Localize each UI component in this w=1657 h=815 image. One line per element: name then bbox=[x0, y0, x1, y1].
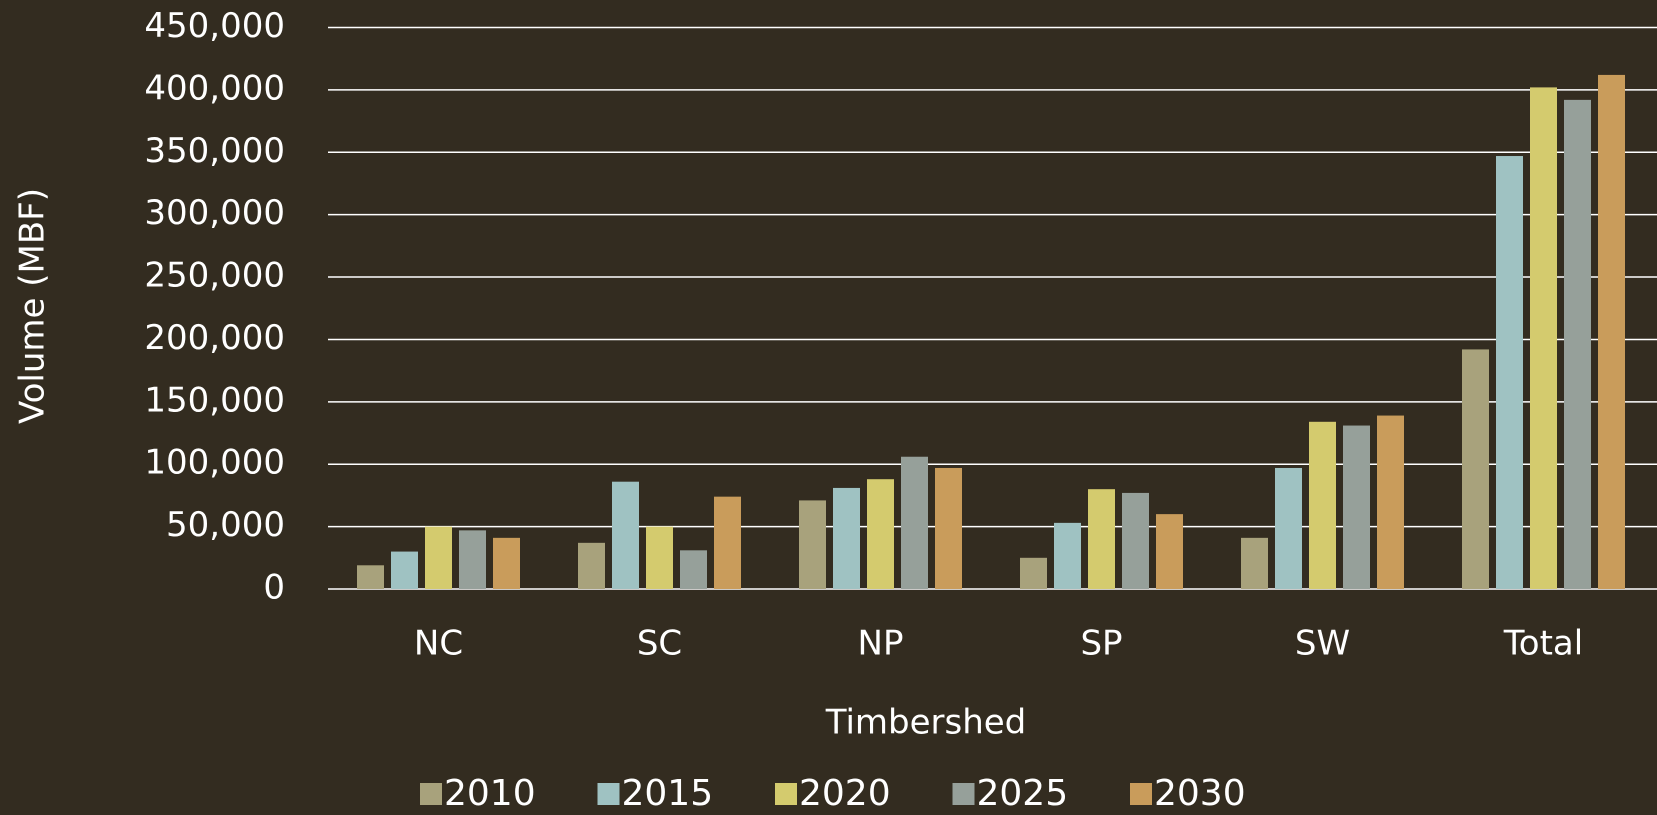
y-tick-label: 150,000 bbox=[144, 380, 285, 420]
bar bbox=[901, 456, 928, 589]
y-tick-label: 50,000 bbox=[166, 505, 285, 545]
bar bbox=[1122, 492, 1149, 589]
bar bbox=[612, 481, 639, 589]
x-tick-label: SW bbox=[1295, 624, 1350, 664]
legend-swatch bbox=[597, 783, 620, 805]
x-axis-title: Timbershed bbox=[825, 703, 1027, 743]
bar bbox=[833, 487, 860, 589]
bar bbox=[1156, 514, 1183, 589]
bar bbox=[357, 565, 384, 589]
bar bbox=[646, 526, 673, 589]
legend-swatch bbox=[775, 783, 797, 805]
y-tick-label: 200,000 bbox=[144, 318, 285, 358]
bar bbox=[459, 530, 486, 589]
bar bbox=[1088, 489, 1115, 589]
bar bbox=[1309, 421, 1336, 589]
y-tick-label: 450,000 bbox=[144, 6, 285, 46]
y-tick-label: 250,000 bbox=[144, 256, 285, 296]
bar bbox=[714, 496, 741, 589]
legend-swatch bbox=[1130, 783, 1152, 805]
bar bbox=[680, 550, 707, 589]
bar bbox=[425, 526, 452, 589]
bar bbox=[1343, 425, 1370, 589]
x-tick-label: NC bbox=[414, 624, 463, 664]
legend-label: 2025 bbox=[977, 773, 1069, 814]
bar bbox=[1054, 522, 1081, 589]
bar bbox=[1377, 415, 1404, 589]
bar bbox=[1598, 74, 1625, 590]
bar bbox=[1530, 87, 1557, 589]
x-tick-label: SP bbox=[1080, 624, 1122, 664]
bar bbox=[1462, 349, 1489, 589]
y-tick-label: 400,000 bbox=[144, 68, 285, 108]
bar bbox=[799, 500, 826, 589]
y-tick-label: 350,000 bbox=[144, 131, 285, 171]
bar bbox=[493, 537, 520, 589]
y-tick-label: 0 bbox=[263, 568, 285, 608]
x-tick-label: SC bbox=[637, 624, 682, 664]
bar bbox=[1241, 537, 1268, 589]
bar bbox=[1496, 156, 1523, 589]
legend-swatch bbox=[952, 783, 975, 805]
bar bbox=[1020, 557, 1047, 589]
bar bbox=[1275, 467, 1302, 589]
y-tick-label: 300,000 bbox=[144, 193, 285, 233]
y-axis-title: Volume (MBF) bbox=[13, 188, 53, 424]
legend-label: 2020 bbox=[799, 773, 891, 814]
x-tick-label: NP bbox=[858, 624, 904, 664]
legend-label: 2030 bbox=[1154, 773, 1246, 814]
bar bbox=[578, 542, 605, 589]
bar bbox=[935, 467, 962, 589]
bar bbox=[867, 479, 894, 589]
legend-label: 2015 bbox=[622, 773, 714, 814]
legend-label: 2010 bbox=[444, 773, 536, 814]
y-tick-label: 100,000 bbox=[144, 443, 285, 483]
bar bbox=[1564, 99, 1591, 590]
x-tick-label: Total bbox=[1503, 624, 1583, 664]
legend-swatch bbox=[420, 783, 442, 805]
bar bbox=[391, 551, 418, 589]
